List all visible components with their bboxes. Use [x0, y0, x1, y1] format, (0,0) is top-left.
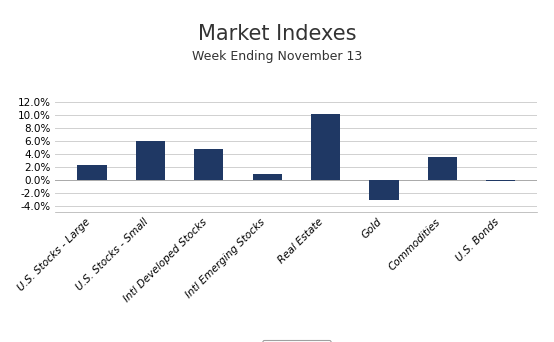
Bar — [311, 115, 340, 180]
Bar — [486, 180, 515, 181]
Text: Week Ending November 13: Week Ending November 13 — [192, 50, 362, 63]
Bar — [194, 149, 223, 180]
Bar — [253, 174, 282, 180]
Bar — [136, 141, 165, 180]
Bar — [78, 165, 106, 180]
Legend: Week: Week — [261, 340, 331, 342]
Text: Market Indexes: Market Indexes — [198, 24, 356, 44]
Bar — [370, 180, 399, 200]
Bar — [428, 157, 457, 180]
